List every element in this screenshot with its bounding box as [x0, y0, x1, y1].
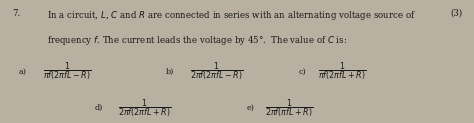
Text: b): b) [166, 67, 174, 75]
Text: frequency $f$. The current leads the voltage by 45°.  The value of $C$ is:: frequency $f$. The current leads the vol… [47, 34, 347, 47]
Text: (3): (3) [450, 9, 462, 18]
Text: In a circuit, $L$, $C$ and $R$ are connected in series with an alternating volta: In a circuit, $L$, $C$ and $R$ are conne… [47, 9, 417, 22]
Text: c): c) [299, 67, 306, 75]
Text: d): d) [95, 104, 103, 112]
Text: $\dfrac{1}{2\pi f(\pi fL + R)}$: $\dfrac{1}{2\pi f(\pi fL + R)}$ [265, 98, 314, 119]
Text: a): a) [19, 67, 27, 75]
Text: $\dfrac{1}{2\pi f(2\pi fL + R)}$: $\dfrac{1}{2\pi f(2\pi fL + R)}$ [118, 98, 172, 119]
Text: $\dfrac{1}{\pi f(2\pi fL - R)}$: $\dfrac{1}{\pi f(2\pi fL - R)}$ [43, 61, 91, 82]
Text: 7.: 7. [12, 9, 20, 18]
Text: e): e) [246, 104, 255, 112]
Text: $\dfrac{1}{\pi f(2\pi fL + R)}$: $\dfrac{1}{\pi f(2\pi fL + R)}$ [318, 61, 366, 82]
Text: $\dfrac{1}{2\pi f(2\pi fL - R)}$: $\dfrac{1}{2\pi f(2\pi fL - R)}$ [190, 61, 243, 82]
